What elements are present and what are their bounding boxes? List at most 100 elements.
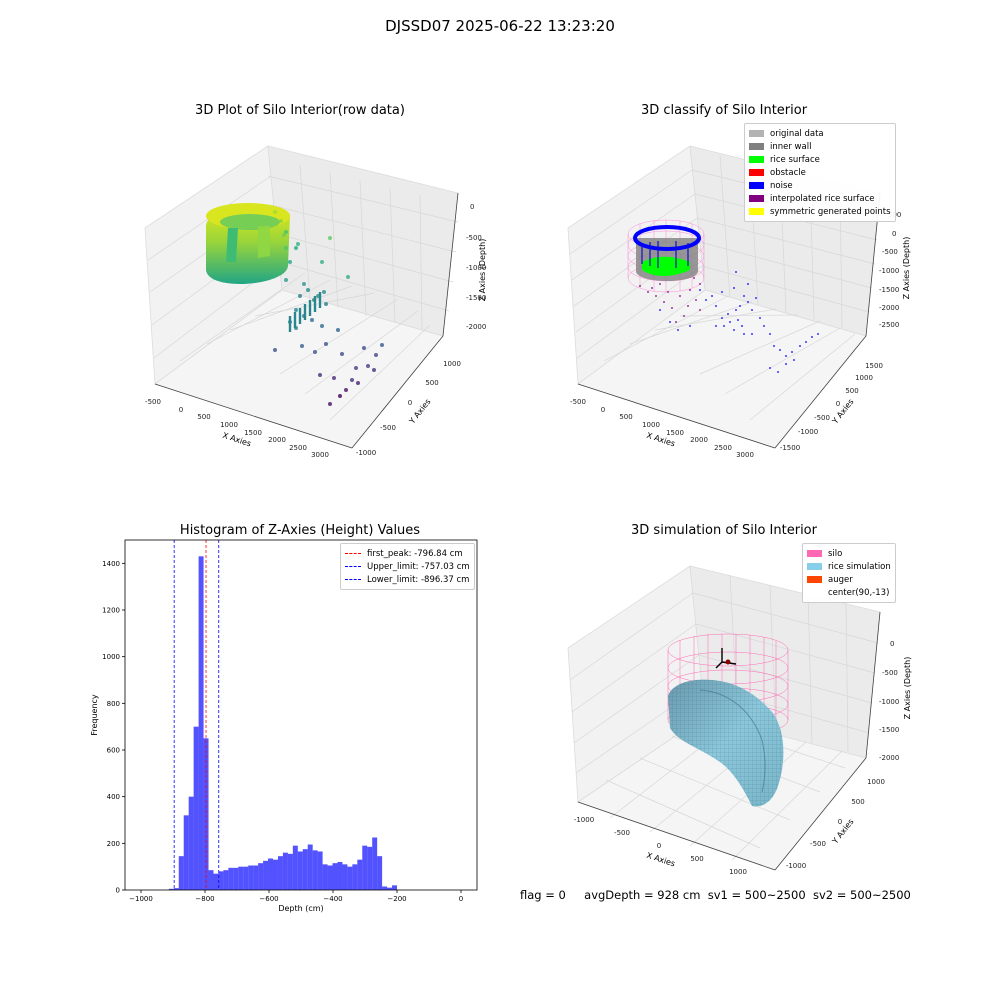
p2-noise-19 (779, 349, 781, 351)
p1-point-28 (340, 352, 344, 356)
p2-noise-11 (755, 297, 757, 299)
legend-label: rice surface (770, 154, 820, 165)
legend4-entry-3: center(90,-13) (807, 586, 891, 599)
p1-point-42 (284, 230, 288, 234)
p1-point-9 (328, 236, 332, 240)
p2-xtick: -500 (570, 398, 586, 406)
figure-title: DJSSD07 2025-06-22 13:23:20 (385, 17, 615, 35)
p2-noise-5 (729, 321, 731, 323)
p1-point-19 (310, 318, 314, 322)
hist-bar-23 (282, 852, 288, 890)
p1-point-12 (306, 288, 310, 292)
p2-xtick: 3000 (736, 451, 754, 459)
hist-xtick-1: −800 (195, 895, 214, 903)
p2-noise-12 (737, 319, 739, 321)
p2-ztick: -2000 (879, 304, 899, 312)
p1-point-39 (328, 402, 332, 406)
hist-bar-15 (243, 866, 249, 890)
legend-swatch (749, 208, 764, 215)
hist-bar-11 (223, 870, 229, 890)
p2-noise-23 (805, 341, 807, 343)
p1-point-37 (344, 388, 348, 392)
legend-label: auger (828, 574, 853, 585)
p1-xtick: 500 (197, 413, 210, 421)
p1-point-31 (354, 366, 358, 370)
hist-bar-39 (362, 845, 368, 890)
p4-xtick: -1000 (574, 816, 594, 824)
legend3-entry-2: Lower_limit: -896.37 cm (345, 573, 470, 586)
hist-bar-37 (352, 864, 358, 890)
p2-noise-24 (811, 336, 813, 338)
hist-bar-14 (238, 866, 244, 890)
p2-interp-0 (639, 285, 641, 287)
p1-xtick: -500 (145, 398, 161, 406)
p1-point-0 (273, 210, 277, 214)
hist-bar-16 (248, 865, 254, 890)
p1-point-17 (294, 308, 298, 312)
hist-ytick-6: 1200 (102, 607, 120, 615)
legend3-entry-1: Upper_limit: -757.03 cm (345, 560, 470, 573)
hist-bar-24 (287, 853, 293, 890)
p2-interp-11 (675, 321, 677, 323)
p1-ztick: -1000 (466, 264, 486, 272)
hist-ytick-2: 400 (107, 793, 120, 801)
p1-point-26 (273, 348, 277, 352)
p2-noise-3 (715, 305, 717, 307)
p2-interp-4 (671, 307, 673, 309)
p1-point-25 (300, 344, 304, 348)
legend-swatch (345, 553, 361, 554)
panel3-title: Histogram of Z-Axies (Height) Values (179, 523, 421, 538)
p2-noise-25 (817, 333, 819, 335)
hist-bar-17 (253, 865, 259, 890)
p2-noise-21 (791, 351, 793, 353)
hist-bar-27 (302, 849, 308, 890)
p2-noise-40 (735, 271, 737, 273)
panel2-zlabel: Z Axies (Depth) (902, 237, 911, 300)
hist-bar-35 (342, 864, 348, 890)
panel1-silo-ring (206, 203, 290, 284)
p4-ztick: -500 (882, 669, 898, 677)
hist-bar-38 (357, 859, 363, 890)
panel2-ylabel: Y Axies (830, 397, 856, 426)
p1-point-30 (380, 343, 384, 347)
p4-xtick: 0 (657, 842, 661, 850)
p4-xtick: -500 (614, 829, 630, 837)
hist-xlabel: Depth (cm) (278, 904, 323, 913)
status-line: flag = 0 avgDepth = 928 cm sv1 = 500~250… (520, 888, 911, 902)
hist-bar-30 (317, 851, 323, 890)
p2-interp-14 (651, 287, 653, 289)
legend2-entry-4: noise (749, 179, 891, 192)
legend-label: rice simulation (828, 561, 891, 572)
legend-label: interpolated rice surface (770, 193, 875, 204)
p2-noise-8 (743, 295, 745, 297)
legend-swatch (749, 130, 764, 137)
p2-noise-2 (711, 295, 713, 297)
hist-xtick-4: −200 (387, 895, 406, 903)
p1-xtick: 0 (179, 406, 183, 414)
legend-label: Upper_limit: -757.03 cm (367, 561, 470, 572)
p2-noise-37 (689, 325, 691, 327)
p2-noise-29 (793, 359, 795, 361)
legend4-entry-1: rice simulation (807, 560, 891, 573)
panel4-xlabel: X Axies (645, 851, 676, 869)
legend2-entry-0: original data (749, 127, 891, 140)
legend-swatch (345, 579, 361, 580)
p2-noise-36 (677, 329, 679, 331)
hist-ytick-4: 800 (107, 700, 120, 708)
hist-bar-9 (213, 873, 219, 890)
hist-xtick-0: −1000 (129, 895, 153, 903)
legend-swatch (749, 182, 764, 189)
panel4-auger (715, 648, 737, 669)
hist-bar-29 (312, 850, 318, 890)
legend4-entry-0: silo (807, 547, 891, 560)
p2-xtick: 2500 (714, 444, 732, 452)
p4-ztick: -2000 (879, 754, 899, 762)
p2-interp-2 (655, 295, 657, 297)
legend2-entry-1: inner wall (749, 140, 891, 153)
p2-ytick: -1500 (780, 444, 800, 452)
legend-swatch (749, 169, 764, 176)
hist-bar-20 (268, 858, 273, 890)
p2-noise-22 (799, 345, 801, 347)
p1-ztick: 0 (470, 203, 474, 211)
legend-swatch (749, 195, 764, 202)
